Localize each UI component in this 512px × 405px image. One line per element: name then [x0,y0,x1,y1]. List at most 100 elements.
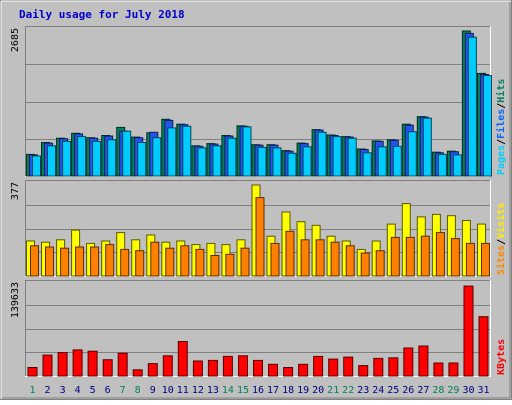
x-tick-day-9: 9 [150,385,156,396]
x-tick-day-13: 13 [207,385,219,396]
bar-sites-day-15 [240,247,250,277]
x-tick-day-1: 1 [29,385,35,396]
legend-item: Files [495,109,507,139]
bar-kbytes-day-20 [313,355,324,377]
bar-sites-day-25 [390,236,400,277]
bar-kbytes-day-1 [27,367,38,377]
bar-sites-day-9 [150,241,160,277]
bar-pages-day-8 [137,142,147,177]
x-tick-day-16: 16 [252,385,264,396]
x-tick-day-12: 12 [192,385,204,396]
bar-kbytes-day-18 [283,367,294,377]
x-tick-day-26: 26 [402,385,414,396]
legend-kbytes: KBytes [496,339,507,375]
bar-sites-day-26 [405,236,415,277]
bar-kbytes-day-10 [162,355,173,377]
x-axis-day-labels: 1 2 3 4 5 6 7 8 9 10 11 12 13 14 15 16 17 18 19 20 21 22 23 24 2… [29,385,489,396]
x-tick-day-10: 10 [162,385,174,396]
x-tick-day-22: 22 [342,385,354,396]
bar-kbytes-day-9 [147,363,158,377]
bar-pages-day-24 [377,146,387,177]
legend-visits-sites: Sites/Visits [495,203,507,275]
bar-sites-day-2 [45,246,54,277]
legend-item: / [496,139,507,145]
x-tick-day-8: 8 [135,385,141,396]
legend-item: Sites [495,245,507,275]
bar-sites-day-4 [75,246,85,277]
bar-pages-day-21 [332,136,342,177]
bar-pages-day-28 [437,153,447,177]
x-tick-day-7: 7 [120,385,126,396]
bar-kbytes-day-30 [463,285,474,377]
x-tick-day-14: 14 [222,385,234,396]
bar-kbytes-day-19 [298,363,309,377]
bar-pages-day-19 [302,146,312,177]
bar-sites-day-29 [450,238,460,277]
bar-pages-day-23 [362,152,372,177]
bar-kbytes-day-24 [373,357,384,377]
bar-kbytes-day-26 [403,347,414,377]
bar-sites-day-21 [330,241,340,277]
bar-kbytes-day-12 [192,360,203,377]
bar-pages-day-7 [122,130,132,177]
bar-sites-day-19 [300,239,310,277]
bar-sites-day-22 [345,245,355,277]
bar-kbytes-day-21 [328,358,339,377]
x-tick-day-15: 15 [237,385,249,396]
bar-sites-day-12 [195,248,205,277]
y-max-label: 139633 [10,282,21,318]
panel-kbytes: 139633 KBytes [10,280,507,377]
x-tick-day-18: 18 [282,385,294,396]
bar-sites-day-14 [225,253,235,277]
x-tick-day-21: 21 [327,385,339,396]
bar-kbytes-day-27 [418,345,429,377]
bar-pages-day-4 [77,136,87,177]
bar-kbytes-day-23 [358,365,369,377]
x-tick-day-30: 30 [462,385,474,396]
legend-item: Visits [495,203,507,239]
bar-kbytes-day-4 [72,349,83,377]
x-tick-day-20: 20 [312,385,324,396]
bar-pages-day-3 [62,140,72,177]
bar-kbytes-day-7 [117,352,128,377]
x-tick-day-11: 11 [177,385,189,396]
bar-pages-day-18 [287,152,297,177]
bar-pages-day-27 [422,117,432,177]
bar-pages-day-26 [407,131,417,177]
x-tick-day-17: 17 [267,385,279,396]
bar-kbytes-day-16 [253,359,263,377]
legend-item: Pages [496,145,507,175]
x-tick-day-29: 29 [447,385,459,396]
bar-sites-day-28 [435,232,445,277]
bar-sites-day-31 [481,242,490,277]
bar-sites-day-7 [120,248,130,277]
bar-pages-day-2 [47,145,56,177]
y-max-label: 377 [10,182,21,200]
bar-pages-day-10 [167,127,177,177]
bar-kbytes-day-6 [102,359,113,377]
x-tick-day-25: 25 [387,385,399,396]
legend-hits-files-pages: Pages/Files/Hits [495,79,507,175]
bar-pages-day-22 [347,137,357,177]
bar-kbytes-day-14 [222,355,233,377]
bar-pages-day-20 [317,131,327,177]
x-tick-day-27: 27 [417,385,429,396]
bar-kbytes-day-5 [87,350,98,377]
bar-pages-day-11 [182,125,192,177]
chart-panels: 2685Pages/Files/Hits377Sites/Visits13963… [10,26,507,377]
bar-sites-day-24 [375,250,385,277]
bar-sites-day-23 [360,252,370,277]
bar-kbytes-day-31 [478,316,489,377]
x-tick-day-3: 3 [60,385,66,396]
bar-pages-day-9 [152,137,162,177]
x-tick-day-24: 24 [372,385,384,396]
bar-sites-day-10 [165,247,175,277]
bar-sites-day-6 [105,244,115,277]
bar-sites-day-1 [30,245,39,277]
bar-sites-day-3 [60,247,70,277]
bar-pages-day-12 [197,147,207,177]
bar-sites-day-13 [210,255,220,277]
